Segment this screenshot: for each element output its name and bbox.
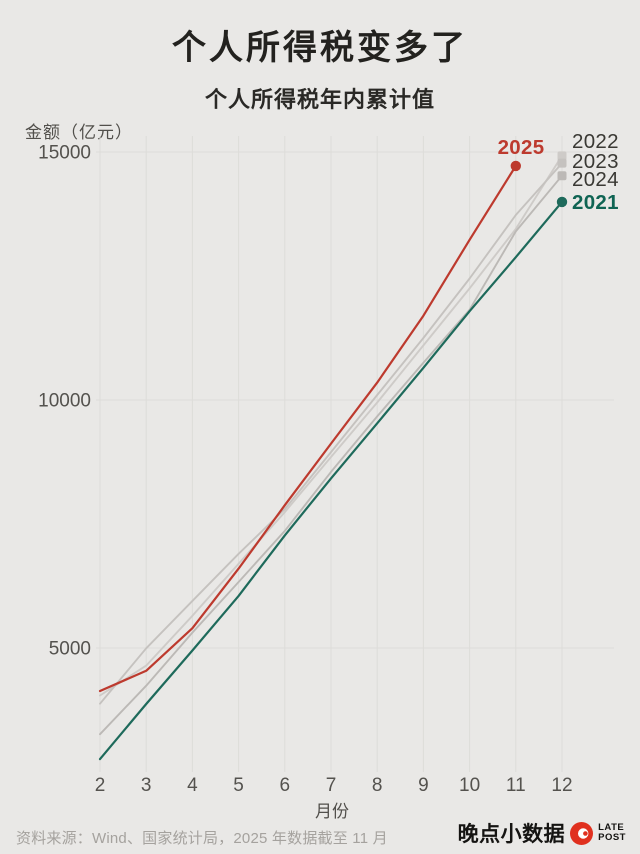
- series-line-2021: [98, 200, 564, 761]
- x-axis-tick-label: 7: [326, 775, 337, 796]
- series-line-2025: [98, 164, 517, 693]
- series-endpoint-2022: [557, 151, 567, 161]
- series-label-2025: 2025: [498, 136, 545, 159]
- brand-word-late: LATE: [598, 822, 625, 834]
- x-axis-tick-label: 3: [141, 775, 152, 796]
- x-axis-tick-label: 8: [372, 775, 383, 796]
- series-line-2022: [99, 154, 563, 697]
- x-axis-tick-label: 4: [187, 775, 198, 796]
- x-axis-tick-label: 11: [506, 775, 526, 796]
- source-note: 资料来源：Wind、国家统计局，2025 年数据截至 11 月: [16, 830, 388, 847]
- series-label-2023: 2023: [572, 150, 619, 173]
- y-axis-tick-label: 5000: [49, 639, 91, 660]
- x-axis-title: 月份: [315, 802, 349, 821]
- x-axis-tick-label: 6: [280, 775, 291, 796]
- x-axis-tick-label: 5: [233, 775, 244, 796]
- brand-word-post: POST: [598, 832, 626, 843]
- series-line-2023: [99, 162, 563, 705]
- series-label-2024: 2024: [572, 168, 619, 191]
- brand-name: 晚点小数据: [457, 823, 566, 846]
- series-label-2022: 2022: [572, 130, 619, 153]
- x-axis-tick-label: 12: [551, 775, 572, 796]
- series-endpoint-2024: [557, 171, 567, 181]
- series-line-2024: [99, 174, 563, 736]
- brand-wordmark: LATE POST: [598, 823, 626, 843]
- latepost-logo-icon: [570, 821, 594, 845]
- y-axis-tick-label: 10000: [38, 391, 91, 412]
- brand-logo: 晚点小数据 LATE POST: [458, 819, 626, 847]
- series-label-2021: 2021: [572, 191, 619, 214]
- series-endpoint-2021: [556, 196, 568, 208]
- x-axis-tick-label: 9: [418, 775, 429, 796]
- page-title: 个人所得税变多了: [172, 29, 468, 67]
- x-axis-tick-label: 10: [459, 775, 480, 796]
- y-axis-tick-label: 15000: [38, 143, 91, 164]
- series-endpoint-2025: [510, 160, 521, 172]
- series-endpoint-2023: [557, 158, 567, 168]
- chart-subtitle: 个人所得税年内累计值: [204, 87, 435, 112]
- y-axis-unit-label: 金额（亿元）: [25, 123, 133, 142]
- x-axis-tick-label: 2: [95, 775, 106, 796]
